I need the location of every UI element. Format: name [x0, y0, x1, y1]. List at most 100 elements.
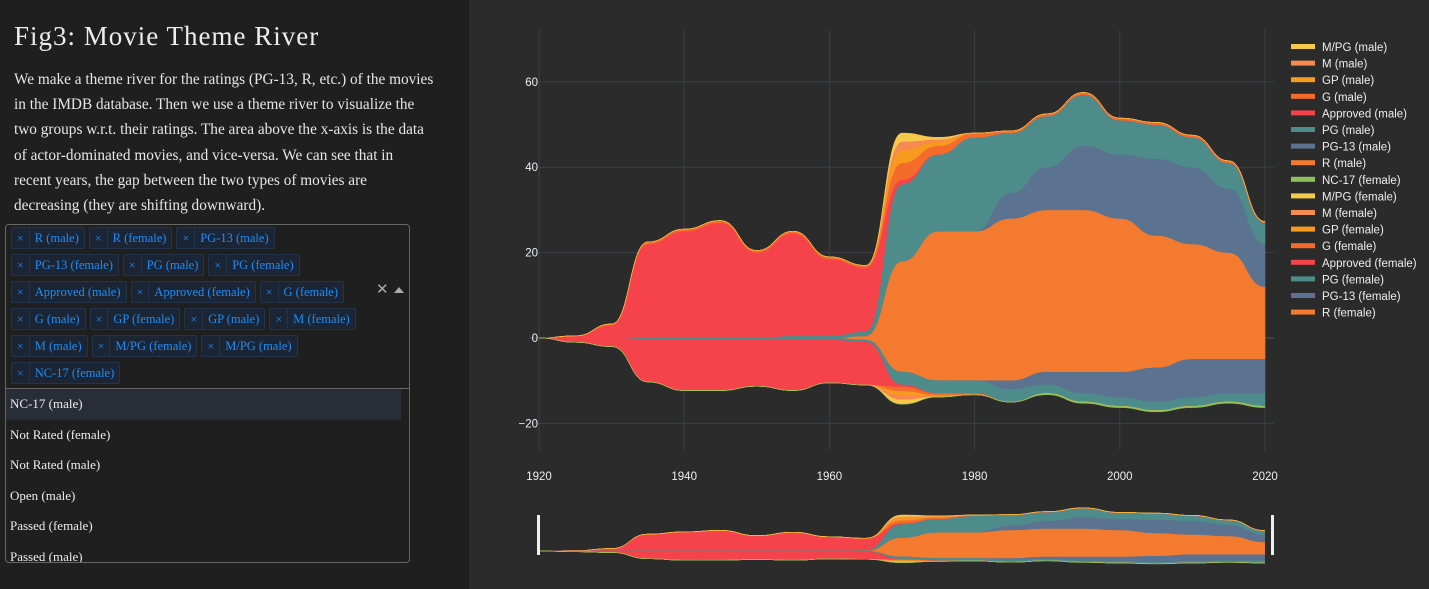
tag-label: PG-13 (male): [200, 231, 269, 246]
remove-tag-icon[interactable]: ×: [12, 336, 30, 357]
dropdown-menu[interactable]: NC-17 (male) Not Rated (female) Not Rated …: [5, 389, 410, 564]
remove-tag-icon[interactable]: ×: [12, 255, 30, 276]
range-handle-right[interactable]: [1271, 515, 1274, 555]
clear-all-icon[interactable]: ✕: [376, 281, 389, 299]
selected-tag: × R (female): [88, 227, 173, 250]
tag-label: M/PG (male): [225, 339, 292, 354]
legend-swatch[interactable]: [1291, 93, 1315, 99]
legend-item[interactable]: GP (female): [1322, 225, 1384, 237]
collapse-arrow-icon[interactable]: [394, 287, 404, 294]
legend-item[interactable]: PG-13 (male): [1322, 142, 1391, 154]
y-tick-label: 60: [525, 77, 538, 89]
legend-item[interactable]: M/PG (male): [1322, 42, 1387, 54]
legend-item[interactable]: NC-17 (female): [1322, 175, 1401, 187]
y-tick-label: 20: [525, 248, 538, 260]
remove-tag-icon[interactable]: ×: [124, 255, 142, 276]
legend-item[interactable]: Approved (male): [1322, 108, 1407, 120]
legend-item[interactable]: G (female): [1322, 241, 1376, 253]
tag-label: M/PG (female): [115, 339, 192, 354]
selected-tag: × Approved (female): [130, 281, 256, 304]
selected-tag: × R (male): [11, 227, 85, 250]
selected-tag: × Approved (male): [11, 281, 127, 304]
legend-item[interactable]: R (male): [1322, 158, 1366, 170]
remove-tag-icon[interactable]: ×: [261, 282, 279, 303]
legend-item[interactable]: Approved (female): [1322, 258, 1417, 270]
remove-tag-icon[interactable]: ×: [177, 228, 196, 249]
tag-label: M (male): [34, 339, 82, 354]
tag-label: NC-17 (female): [34, 366, 115, 381]
remove-tag-icon[interactable]: ×: [12, 309, 30, 330]
rating-multiselect[interactable]: × R (male) × R (female) × PG-13 (male) × PG-13 …: [5, 224, 410, 390]
tag-label: G (male): [34, 312, 80, 327]
legend-swatch[interactable]: [1291, 309, 1315, 315]
legend-item[interactable]: R (female): [1322, 308, 1376, 320]
selected-tag: × M (female): [269, 308, 356, 331]
tag-label: Approved (male): [34, 285, 121, 300]
remove-tag-icon[interactable]: ×: [132, 282, 150, 303]
dropdown-option[interactable]: Not Rated (male): [10, 457, 101, 473]
legend-swatch[interactable]: [1291, 259, 1315, 265]
legend-item[interactable]: PG-13 (female): [1322, 291, 1401, 303]
x-tick-label: 1940: [671, 471, 697, 483]
remove-tag-icon[interactable]: ×: [202, 336, 221, 357]
legend-item[interactable]: M (male): [1322, 59, 1368, 71]
selected-tag: × M (male): [11, 335, 88, 358]
legend-item[interactable]: GP (male): [1322, 75, 1374, 87]
remove-tag-icon[interactable]: ×: [185, 309, 204, 330]
dropdown-option[interactable]: Passed (female): [10, 518, 93, 534]
selected-tag: × GP (female): [89, 308, 181, 331]
legend-swatch[interactable]: [1291, 293, 1315, 298]
remove-tag-icon[interactable]: ×: [12, 363, 30, 384]
dropdown-option[interactable]: NC-17 (male): [6, 389, 401, 420]
legend-swatch[interactable]: [1291, 276, 1315, 282]
legend-swatch[interactable]: [1291, 44, 1315, 49]
main-plot: [538, 92, 1266, 413]
selected-tag: × G (male): [11, 308, 86, 331]
selected-tag: × PG-13 (male): [176, 227, 275, 250]
y-tick-label: 40: [525, 162, 538, 174]
selected-tag: × GP (male): [184, 308, 266, 331]
tag-label: G (female): [283, 285, 339, 300]
x-tick-label: 1960: [817, 471, 843, 483]
legend-item[interactable]: M/PG (female): [1322, 191, 1397, 203]
remove-tag-icon[interactable]: ×: [91, 309, 109, 330]
selected-tag: × M/PG (male): [201, 335, 298, 358]
selected-tag: × PG (female): [208, 254, 300, 277]
remove-tag-icon[interactable]: ×: [93, 336, 111, 357]
tag-label: GP (male): [208, 312, 260, 327]
selected-tag: × G (female): [259, 281, 345, 304]
dropdown-option[interactable]: Passed (male): [10, 548, 83, 564]
legend-swatch[interactable]: [1291, 226, 1315, 232]
dropdown-option[interactable]: Not Rated (female): [10, 426, 111, 442]
legend-item[interactable]: PG (female): [1322, 274, 1384, 286]
legend-item[interactable]: M (female): [1322, 208, 1377, 220]
remove-tag-icon[interactable]: ×: [12, 282, 30, 303]
tag-label: Approved (female): [154, 285, 250, 300]
remove-tag-icon[interactable]: ×: [270, 309, 289, 330]
legend-swatch[interactable]: [1291, 143, 1315, 149]
selected-tag: × M/PG (female): [91, 335, 198, 358]
legend-swatch[interactable]: [1291, 176, 1315, 182]
remove-tag-icon[interactable]: ×: [209, 255, 228, 276]
legend-swatch[interactable]: [1291, 127, 1315, 132]
legend-swatch[interactable]: [1291, 110, 1315, 116]
tag-label: R (male): [34, 231, 79, 246]
tag-label: PG (male): [146, 258, 199, 273]
legend-swatch[interactable]: [1291, 210, 1315, 215]
range-handle-left[interactable]: [537, 515, 540, 555]
range-slider[interactable]: [538, 507, 1265, 565]
legend-swatch[interactable]: [1291, 243, 1315, 249]
remove-tag-icon[interactable]: ×: [12, 228, 30, 249]
x-tick-label: 2000: [1107, 471, 1133, 483]
y-tick-label: −20: [518, 418, 538, 430]
dropdown-option[interactable]: Open (male): [10, 487, 76, 503]
legend-swatch[interactable]: [1291, 60, 1315, 66]
legend-swatch[interactable]: [1291, 160, 1315, 166]
remove-tag-icon[interactable]: ×: [90, 228, 108, 249]
legend-swatch[interactable]: [1291, 77, 1315, 83]
legend-item[interactable]: PG (male): [1322, 125, 1375, 137]
selected-tag: × PG-13 (female): [11, 254, 119, 277]
legend-swatch[interactable]: [1291, 193, 1315, 199]
left-panel: Fig3: Movie Theme River We make a theme …: [0, 0, 469, 589]
legend-item[interactable]: G (male): [1322, 92, 1367, 104]
